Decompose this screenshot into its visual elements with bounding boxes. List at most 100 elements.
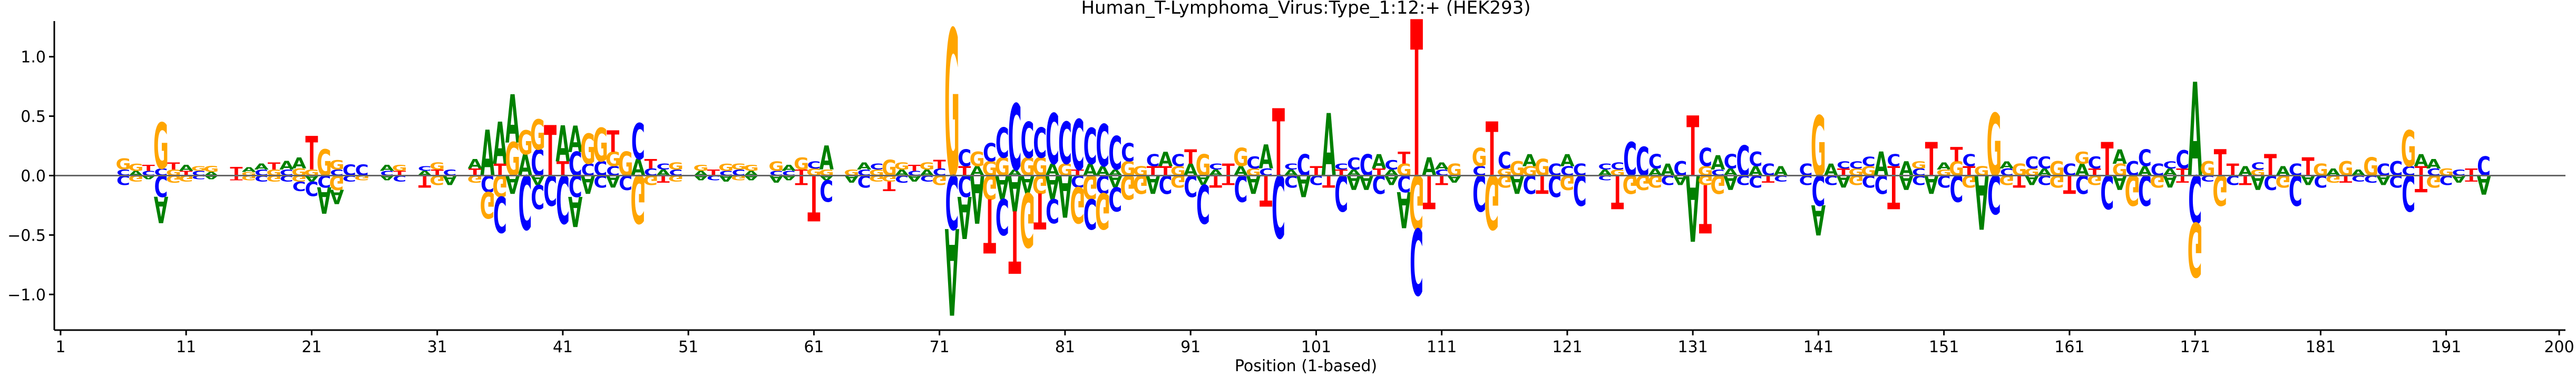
logo-letter-c-pos-103: C bbox=[1334, 162, 1348, 172]
logo-letter-g-pos-31: G bbox=[430, 161, 445, 172]
logo-letter-c-pos-153: C bbox=[1962, 151, 1976, 170]
logo-letter-t-pos-73: T bbox=[958, 164, 971, 179]
logo-letter-g-pos-23: G bbox=[329, 158, 345, 173]
logo-letter-c-neg-pos-62: C bbox=[819, 173, 833, 207]
logo-letter-c-pos-135: C bbox=[1736, 138, 1750, 186]
y-tick-label: 0.0 bbox=[21, 167, 46, 186]
logo-letter-c-pos-85: C bbox=[1108, 127, 1122, 181]
logo-letter-c-neg-pos-155: C bbox=[1987, 163, 2001, 224]
logo-letter-a-pos-151: A bbox=[1937, 161, 1951, 172]
logo-letter-g-neg-pos-82: G bbox=[1070, 176, 1085, 234]
logo-letter-t-pos-88: T bbox=[1147, 164, 1159, 179]
logo-letter-a-pos-102: A bbox=[1322, 95, 1336, 196]
logo-letter-t-neg-pos-111: T bbox=[1436, 172, 1448, 187]
logo-letter-g-neg-pos-78: G bbox=[1020, 175, 1035, 261]
logo-letter-g-neg-pos-86: G bbox=[1120, 167, 1136, 205]
logo-letter-g-pos-114: G bbox=[1472, 143, 1487, 172]
logo-letter-t-pos-115: T bbox=[1486, 108, 1498, 194]
logo-letter-g-pos-50: G bbox=[668, 161, 684, 172]
logo-letter-t-pos-164: T bbox=[2101, 133, 2113, 186]
logo-letter-t-pos-131: T bbox=[1686, 100, 1699, 195]
logo-letter-a-pos-20: A bbox=[292, 154, 307, 172]
logo-letter-c-pos-100: C bbox=[1297, 148, 1311, 183]
logo-letter-g-neg-pos-87: G bbox=[1133, 170, 1148, 198]
logo-letter-a-pos-65: A bbox=[857, 161, 871, 172]
logo-letter-c-neg-pos-120: C bbox=[1548, 168, 1562, 203]
logo-letter-c-neg-pos-12: C bbox=[192, 174, 206, 180]
logo-letter-t-neg-pos-61: T bbox=[807, 161, 820, 234]
logo-letter-t-neg-pos-93: T bbox=[1209, 172, 1222, 191]
y-tick-label: 0.5 bbox=[21, 108, 46, 126]
y-tick-label: 1.0 bbox=[21, 48, 46, 67]
logo-letter-a-pos-89: A bbox=[1158, 147, 1173, 171]
logo-letter-g-pos-152: G bbox=[1949, 157, 1964, 180]
x-tick-label: 31 bbox=[427, 338, 447, 356]
logo-letter-c-neg-pos-135: C bbox=[1736, 172, 1750, 187]
logo-letter-a-neg-pos-194: A bbox=[2476, 169, 2491, 200]
logo-letter-g-pos-7: G bbox=[128, 162, 143, 173]
logo-letter-c-pos-104: C bbox=[1347, 154, 1361, 174]
logo-letter-a-neg-pos-169: A bbox=[2163, 172, 2178, 191]
logo-letter-c-neg-pos-44: C bbox=[593, 172, 607, 191]
logo-letter-a-neg-pos-105: A bbox=[1359, 171, 1374, 194]
logo-letter-g-pos-43: G bbox=[580, 126, 596, 174]
logo-letter-c-pos-169: C bbox=[2163, 160, 2177, 171]
logo-letter-c-pos-93: C bbox=[1209, 162, 1223, 172]
logo-letter-c-neg-pos-152: C bbox=[1950, 167, 1964, 210]
logo-letter-g-neg-pos-173: G bbox=[2212, 165, 2228, 213]
logo-letter-a-neg-pos-180: A bbox=[2301, 172, 2316, 187]
logo-letter-c-pos-159: C bbox=[2037, 153, 2051, 173]
logo-letter-c-neg-pos-99: C bbox=[1284, 172, 1298, 191]
logo-letter-g-neg-pos-115: G bbox=[1484, 157, 1499, 243]
logo-letter-c-neg-pos-72: C bbox=[945, 157, 959, 243]
logo-letter-c-pos-30: C bbox=[418, 165, 432, 173]
logo-letter-a-neg-pos-176: A bbox=[2251, 171, 2266, 194]
logo-letter-a-neg-pos-43: A bbox=[581, 170, 595, 198]
x-tick-label: 171 bbox=[2180, 338, 2210, 356]
logo-letter-c-neg-pos-108: C bbox=[1397, 170, 1411, 196]
logo-letter-t-neg-pos-94: T bbox=[1222, 172, 1235, 187]
logo-letter-g-pos-55: G bbox=[731, 162, 746, 172]
logo-letter-a-neg-pos-100: A bbox=[1296, 168, 1311, 203]
logo-letter-c-pos-158: C bbox=[2025, 153, 2038, 173]
logo-letter-c-pos-49: C bbox=[657, 162, 670, 172]
logo-letter-t-neg-pos-75: T bbox=[983, 181, 996, 267]
logo-letter-c-neg-pos-164: C bbox=[2100, 165, 2114, 218]
logo-letter-t-neg-pos-102: T bbox=[1322, 172, 1335, 191]
logo-letter-c-neg-pos-162: C bbox=[2075, 170, 2089, 198]
logo-letter-c-pos-143: C bbox=[1837, 160, 1850, 171]
logo-letter-t-neg-pos-175: T bbox=[2239, 172, 2251, 187]
logo-letter-c-neg-pos-109: C bbox=[1410, 207, 1423, 313]
logo-letter-c-pos-88: C bbox=[1146, 151, 1160, 170]
logo-letter-a-neg-pos-117: A bbox=[1510, 170, 1524, 198]
logo-letter-c-pos-163: C bbox=[2088, 153, 2102, 173]
logo-letter-t-pos-189: T bbox=[2415, 164, 2427, 179]
x-tick-label: 151 bbox=[1929, 338, 1959, 356]
logo-letter-t-neg-pos-60: T bbox=[795, 172, 808, 187]
logo-letter-a-neg-pos-23: A bbox=[329, 185, 344, 208]
logo-letter-c-neg-pos-6: C bbox=[116, 172, 130, 187]
logo-letter-a-neg-pos-76: A bbox=[995, 167, 1010, 205]
logo-letter-g-pos-78: G bbox=[1020, 152, 1035, 181]
logo-letter-a-pos-171: A bbox=[2188, 57, 2202, 206]
x-tick-label: 81 bbox=[1055, 338, 1075, 356]
logo-letter-g-pos-44: G bbox=[593, 118, 608, 172]
logo-letter-g-neg-pos-163: G bbox=[2087, 172, 2102, 187]
x-axis-label: Position (1-based) bbox=[1235, 357, 1377, 375]
logo-letter-a-pos-97: A bbox=[1258, 138, 1273, 177]
logo-letter-a-neg-pos-130: A bbox=[1673, 172, 1688, 187]
logo-letter-g-pos-60: G bbox=[794, 154, 809, 174]
logo-letter-a-neg-pos-186: A bbox=[2376, 172, 2391, 187]
logo-letter-a-neg-pos-8: A bbox=[141, 174, 155, 180]
logo-letter-t-pos-71: T bbox=[933, 158, 946, 171]
logo-letter-g-neg-pos-144: G bbox=[1848, 172, 1863, 187]
logo-letter-a-pos-59: A bbox=[782, 164, 796, 173]
logo-letter-c-neg-pos-114: C bbox=[1472, 164, 1486, 222]
logo-letter-a-pos-38: A bbox=[518, 148, 533, 183]
logo-letter-a-pos-106: A bbox=[1372, 150, 1387, 173]
logo-letter-a-pos-27: A bbox=[380, 164, 395, 173]
logo-letter-c-neg-pos-20: C bbox=[292, 178, 306, 193]
logo-letter-c-pos-134: C bbox=[1724, 150, 1738, 173]
logo-letter-g-neg-pos-132: G bbox=[1697, 172, 1713, 187]
logo-letter-t-neg-pos-132: T bbox=[1699, 170, 1712, 247]
